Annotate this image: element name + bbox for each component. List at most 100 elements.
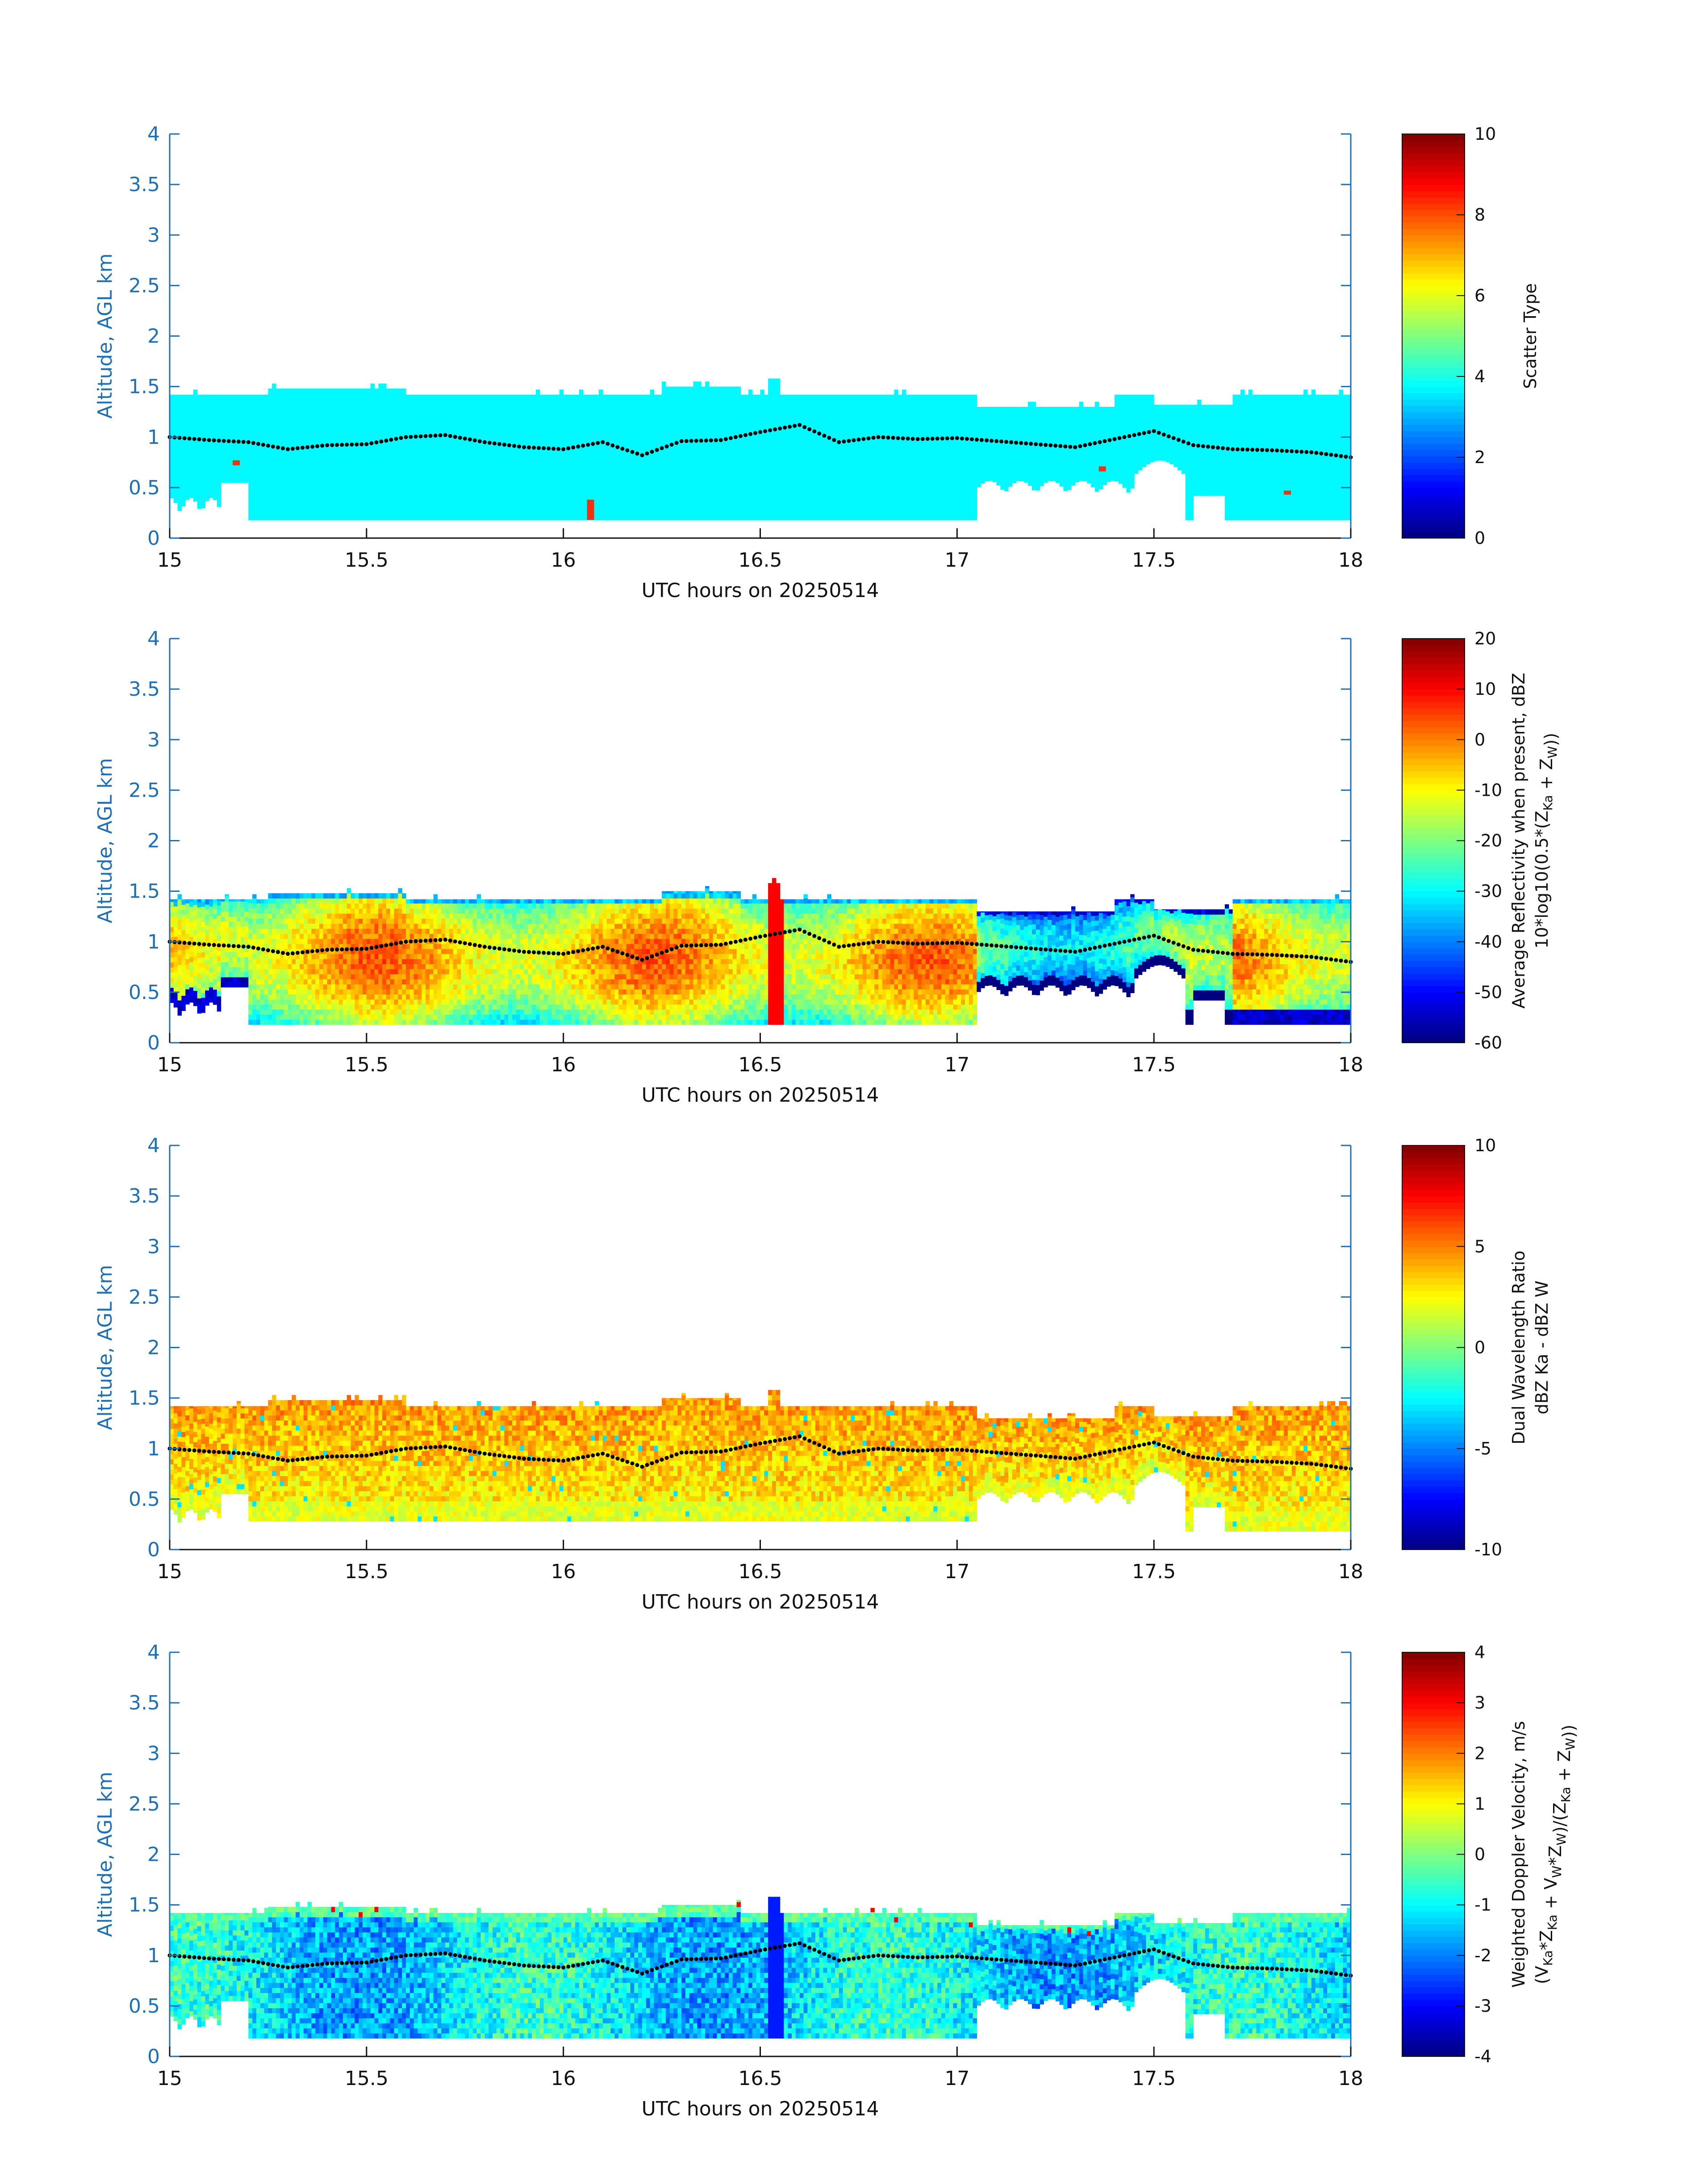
heatmap-cell: [225, 457, 229, 463]
heatmap-cell: [504, 460, 508, 465]
heatmap-cell: [378, 394, 382, 399]
heatmap-cell: [631, 454, 635, 460]
heatmap-cell: [185, 485, 189, 490]
heatmap-cell: [937, 500, 941, 505]
heatmap-cell: [796, 464, 800, 470]
heatmap-cell: [933, 454, 937, 460]
heatmap-cell: [713, 489, 717, 495]
heatmap-cell: [209, 395, 213, 397]
heatmap-cell: [501, 510, 505, 515]
heatmap-cell: [551, 464, 555, 470]
heatmap-cell: [650, 404, 654, 409]
heatmap-cell: [839, 495, 843, 500]
heatmap-cell: [776, 454, 780, 460]
heatmap-cell: [308, 464, 312, 470]
heatmap-cell: [304, 454, 308, 460]
heatmap-cell: [870, 439, 874, 444]
heatmap-cell: [477, 429, 481, 435]
heatmap-cell: [323, 500, 327, 505]
heatmap-cell: [347, 510, 351, 515]
heatmap-cell: [193, 395, 197, 401]
heatmap-cell: [178, 450, 182, 455]
heatmap-cell: [941, 449, 945, 455]
heatmap-cell: [284, 419, 288, 424]
heatmap-cell: [457, 515, 461, 520]
heatmap-cell: [603, 409, 607, 414]
heatmap-cell: [343, 424, 347, 429]
heatmap-cell: [465, 404, 469, 409]
heatmap-cell: [737, 424, 741, 429]
heatmap-cell: [933, 444, 937, 450]
heatmap-cell: [737, 444, 741, 450]
heatmap-cell: [311, 464, 315, 470]
heatmap-cell: [709, 414, 713, 419]
heatmap-cell: [756, 444, 760, 450]
heatmap-cell: [398, 464, 402, 470]
heatmap-cell: [241, 407, 245, 412]
heatmap-cell: [418, 449, 422, 455]
heatmap-cell: [693, 429, 697, 435]
heatmap-cell: [551, 414, 555, 419]
heatmap-cell: [355, 469, 359, 475]
heatmap-cell: [882, 489, 886, 495]
heatmap-cell: [737, 464, 741, 470]
heatmap-cell: [725, 387, 729, 389]
heatmap-cell: [221, 457, 225, 463]
heatmap-cell: [583, 434, 587, 439]
heatmap-cell: [382, 464, 386, 470]
heatmap-cell: [622, 404, 626, 409]
heatmap-cell: [343, 489, 347, 495]
heatmap-cell: [914, 485, 918, 490]
heatmap-cell: [547, 404, 551, 409]
heatmap-cell: [650, 485, 654, 490]
heatmap-cell: [461, 404, 465, 409]
heatmap-cell: [512, 510, 516, 515]
heatmap-cell: [477, 515, 481, 520]
heatmap-cell: [733, 515, 737, 520]
heatmap-cell: [890, 395, 894, 399]
heatmap-cell: [626, 480, 631, 485]
heatmap-cell: [740, 454, 744, 460]
heatmap-cell: [587, 399, 591, 404]
heatmap-cell: [209, 447, 213, 452]
heatmap-cell: [378, 495, 382, 500]
heatmap-cell: [465, 395, 469, 399]
heatmap-cell: [930, 460, 934, 465]
heatmap-cell: [843, 500, 847, 505]
heatmap-cell: [922, 480, 926, 485]
heatmap-cell: [418, 510, 422, 515]
heatmap-cell: [414, 480, 418, 485]
heatmap-cell: [800, 485, 804, 490]
heatmap-cell: [740, 460, 744, 465]
heatmap-cell: [784, 500, 788, 505]
heatmap-cell: [851, 399, 855, 404]
heatmap-cell: [438, 460, 442, 465]
heatmap-cell: [807, 510, 811, 515]
heatmap-cell: [304, 515, 308, 520]
heatmap-cell: [237, 412, 241, 417]
heatmap-cell: [631, 414, 635, 419]
heatmap-cell: [914, 505, 918, 510]
heatmap-cell: [469, 480, 473, 485]
heatmap-cell: [264, 414, 268, 419]
heatmap-cell: [501, 464, 505, 470]
heatmap-cell: [587, 480, 591, 485]
heatmap-cell: [386, 429, 390, 435]
heatmap-cell: [646, 409, 650, 414]
heatmap-cell: [674, 414, 678, 419]
heatmap-cell: [174, 497, 178, 503]
heatmap-cell: [402, 444, 406, 450]
heatmap-cell: [918, 414, 922, 419]
heatmap-cell: [674, 480, 678, 485]
heatmap-cell: [788, 419, 792, 424]
heatmap-cell: [481, 475, 485, 480]
heatmap-cell: [394, 489, 398, 495]
heatmap-cell: [764, 454, 768, 460]
heatmap-cell: [323, 464, 327, 470]
heatmap-cell: [760, 510, 764, 515]
heatmap-cell: [375, 510, 379, 515]
heatmap-cell: [469, 515, 473, 520]
heatmap-cell: [748, 510, 752, 515]
heatmap-cell: [292, 480, 296, 485]
heatmap-cell: [863, 444, 867, 450]
